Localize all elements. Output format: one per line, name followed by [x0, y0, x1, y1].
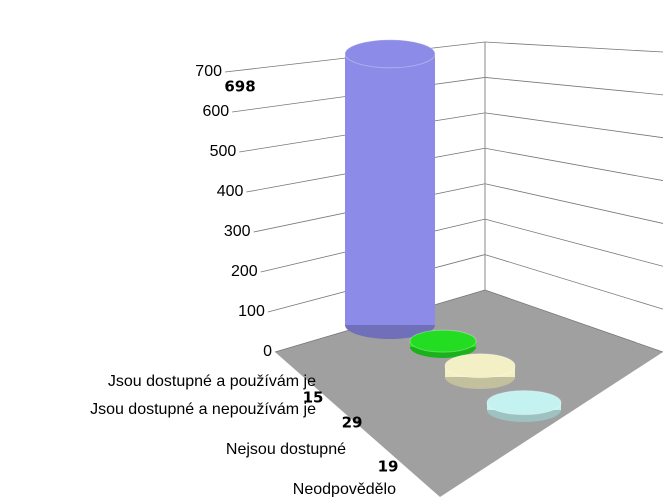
y-tick-label: 100 [238, 303, 265, 320]
grid-line [484, 254, 663, 310]
grid-line [484, 218, 663, 267]
grid-line [484, 183, 663, 224]
grid-line [484, 112, 663, 139]
value-label: 29 [342, 414, 363, 432]
bar-top [486, 390, 562, 416]
bar [345, 53, 435, 326]
y-tick-label: 600 [202, 103, 229, 120]
y-tick-label: 0 [263, 343, 272, 360]
grid-line [484, 41, 663, 53]
y-tick-label: 500 [210, 143, 237, 160]
y-tick-label: 400 [217, 183, 244, 200]
bar-top [444, 353, 516, 379]
value-label: 19 [378, 458, 399, 476]
x-tick-label: Jsou dostupné a nepoužívám je [90, 401, 316, 418]
x-tick-label: Neodpovědělo [293, 481, 396, 497]
value-label: 15 [303, 389, 324, 407]
grid-line [484, 77, 663, 96]
y-tick-label: 200 [231, 263, 258, 280]
x-tick-label: Nejsou dostupné [226, 441, 346, 458]
floor [275, 290, 663, 497]
value-label: 698 [224, 78, 255, 96]
bar-top [344, 39, 436, 69]
bar-top [409, 329, 477, 353]
grid-line [484, 289, 663, 353]
x-tick-label: Jsou dostupné a používám je [108, 373, 316, 390]
y-tick-label: 300 [224, 223, 251, 240]
grid-line [484, 147, 663, 181]
y-tick-label: 700 [195, 63, 222, 80]
